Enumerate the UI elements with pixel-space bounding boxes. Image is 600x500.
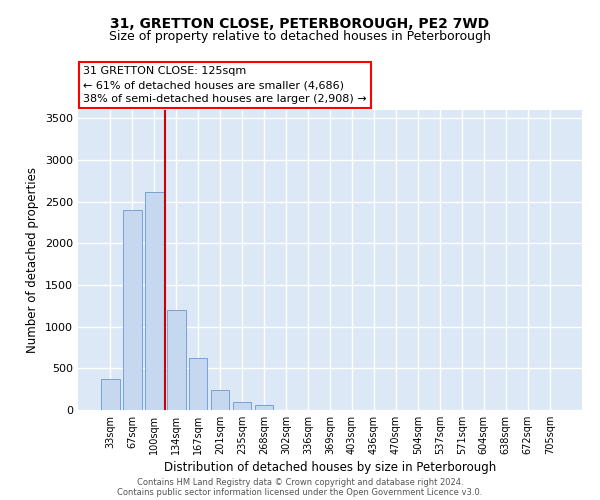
Bar [233,402,251,410]
Bar [189,358,208,410]
Bar [211,390,229,410]
Y-axis label: Number of detached properties: Number of detached properties [26,167,40,353]
Bar [145,192,164,410]
X-axis label: Distribution of detached houses by size in Peterborough: Distribution of detached houses by size … [164,461,496,474]
Bar [167,310,185,410]
Text: Contains public sector information licensed under the Open Government Licence v3: Contains public sector information licen… [118,488,482,497]
Text: Contains HM Land Registry data © Crown copyright and database right 2024.: Contains HM Land Registry data © Crown c… [137,478,463,487]
Bar [101,379,119,410]
Text: 31 GRETTON CLOSE: 125sqm
← 61% of detached houses are smaller (4,686)
38% of sem: 31 GRETTON CLOSE: 125sqm ← 61% of detach… [83,66,367,104]
Bar [123,210,142,410]
Text: Size of property relative to detached houses in Peterborough: Size of property relative to detached ho… [109,30,491,43]
Text: 31, GRETTON CLOSE, PETERBOROUGH, PE2 7WD: 31, GRETTON CLOSE, PETERBOROUGH, PE2 7WD [110,18,490,32]
Bar [255,405,274,410]
